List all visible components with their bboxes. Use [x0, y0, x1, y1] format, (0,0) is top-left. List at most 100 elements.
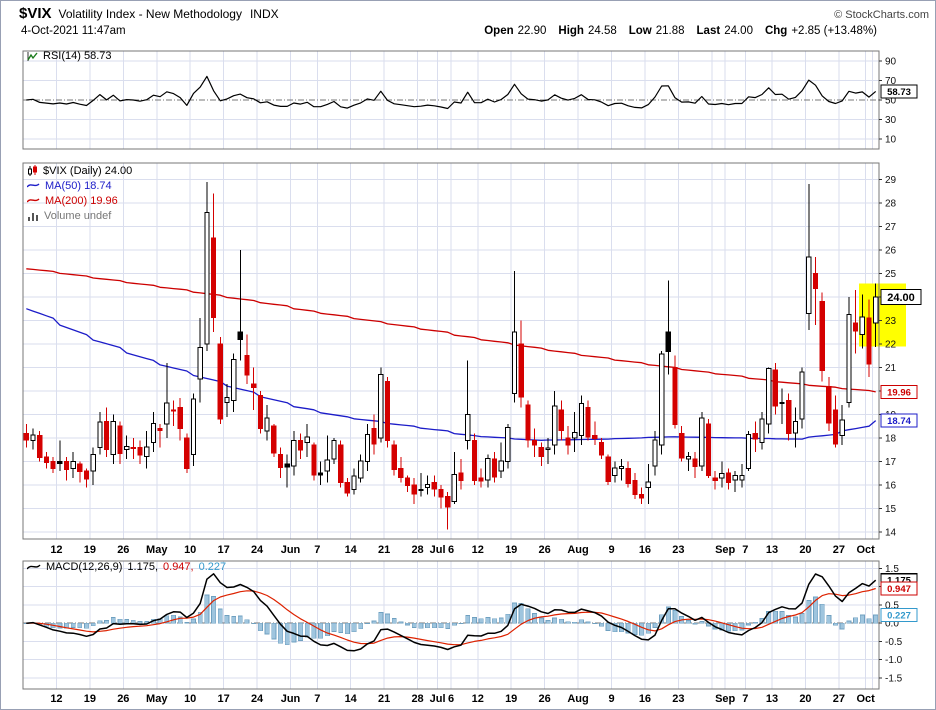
ma50-line-icon — [27, 183, 40, 188]
svg-text:27: 27 — [885, 222, 897, 233]
price-axis: 29282726252423222120191817161514 — [879, 175, 897, 538]
svg-text:1.175: 1.175 — [887, 576, 911, 587]
macd-main-line — [26, 573, 877, 652]
header-title-row: $VIX Volatility Index - New Methodology … — [1, 1, 935, 22]
svg-text:0.947: 0.947 — [887, 584, 911, 595]
svg-text:21: 21 — [378, 544, 390, 556]
svg-text:28: 28 — [411, 693, 423, 705]
svg-text:14: 14 — [345, 693, 358, 705]
svg-text:Jul: Jul — [430, 544, 446, 556]
header-quote-row: 4-Oct-2021 11:47am Open 22.90 High 24.58 L… — [1, 22, 935, 37]
svg-text:19: 19 — [505, 544, 517, 556]
svg-text:24: 24 — [251, 544, 264, 556]
svg-text:16: 16 — [639, 693, 651, 705]
svg-text:-0.5: -0.5 — [885, 637, 903, 648]
svg-text:26: 26 — [117, 693, 129, 705]
svg-text:May: May — [146, 693, 168, 705]
quote-open-value: 22.90 — [517, 25, 547, 37]
svg-text:24: 24 — [251, 693, 264, 705]
svg-text:Aug: Aug — [567, 693, 588, 705]
svg-text:20: 20 — [799, 544, 811, 556]
svg-text:Oct: Oct — [856, 544, 875, 556]
svg-text:14: 14 — [345, 544, 358, 556]
exchange-label: INDX — [249, 7, 279, 21]
svg-text:Sep: Sep — [715, 544, 735, 556]
quote-low-label: Low — [628, 25, 652, 37]
svg-text:30: 30 — [885, 115, 897, 126]
svg-text:21: 21 — [378, 693, 390, 705]
svg-text:21: 21 — [885, 363, 897, 374]
svg-text:Oct: Oct — [856, 693, 875, 705]
svg-text:23: 23 — [885, 316, 897, 327]
svg-text:0.0: 0.0 — [885, 619, 899, 630]
main-legend: $VIX (Daily) 24.00 MA(50) 18.74 MA(200) … — [27, 163, 132, 223]
svg-text:24.00: 24.00 — [887, 292, 915, 304]
svg-text:22: 22 — [885, 339, 897, 350]
svg-text:18.74: 18.74 — [887, 416, 911, 427]
svg-text:19: 19 — [84, 544, 96, 556]
svg-text:90: 90 — [885, 56, 897, 67]
svg-text:7: 7 — [742, 544, 748, 556]
volume-icon — [28, 212, 38, 221]
svg-text:Jun: Jun — [281, 693, 301, 705]
svg-text:14: 14 — [885, 527, 897, 538]
svg-text:10: 10 — [184, 693, 196, 705]
svg-text:17: 17 — [218, 544, 230, 556]
ma200-line — [26, 268, 876, 393]
candlestick-icon — [28, 164, 37, 176]
svg-text:Jul: Jul — [430, 693, 446, 705]
chart-title: Volatility Index - New Methodology — [58, 7, 242, 21]
svg-text:10: 10 — [184, 544, 196, 556]
macd-value-signal: 0.947, — [163, 561, 194, 573]
svg-text:12: 12 — [50, 693, 62, 705]
svg-text:28: 28 — [885, 198, 897, 209]
ticker-symbol: $VIX — [19, 5, 52, 22]
svg-text:6: 6 — [448, 693, 454, 705]
svg-text:17: 17 — [885, 457, 897, 468]
quote-low-value: 21.88 — [655, 25, 685, 37]
svg-text:0.227: 0.227 — [887, 610, 911, 621]
quote-last-label: Last — [696, 25, 721, 37]
quote-high-label: High — [558, 25, 584, 37]
svg-text:6: 6 — [448, 544, 454, 556]
quote-last-value: 24.00 — [724, 25, 753, 37]
main-legend-ma200: MA(200) 19.96 — [45, 194, 118, 207]
svg-text:19.96: 19.96 — [887, 387, 911, 398]
svg-text:28: 28 — [411, 544, 423, 556]
svg-text:23: 23 — [672, 544, 684, 556]
rsi-indicator-icon — [27, 51, 38, 61]
ma200-line-icon — [27, 198, 40, 203]
svg-text:20: 20 — [799, 693, 811, 705]
macd-panel: 1.51.00.50.0-0.5-1.0-1.5 — [22, 560, 903, 690]
macd-line-icon — [27, 564, 41, 570]
svg-text:10: 10 — [885, 135, 897, 146]
chart-datetime: 4-Oct-2021 11:47am — [21, 25, 126, 37]
svg-text:Sep: Sep — [715, 693, 735, 705]
x-axis-labels: 12 12 19 19 26 26 May May 10 10 17 17 24 24 Jun Jun 7 7 14… — [50, 544, 875, 705]
macd-value-line: 1.175, — [127, 561, 159, 573]
svg-text:27: 27 — [833, 544, 845, 556]
svg-text:Jun: Jun — [281, 544, 301, 556]
macd-value-hist: 0.227 — [198, 561, 227, 573]
svg-text:29: 29 — [885, 175, 897, 186]
svg-text:27: 27 — [833, 693, 845, 705]
svg-text:12: 12 — [472, 693, 484, 705]
svg-text:16: 16 — [885, 480, 897, 491]
quote-high-value: 24.58 — [587, 25, 617, 37]
quote-strip: Open 22.90 High 24.58 Low 21.88 Last 24.00 C… — [472, 25, 877, 37]
svg-text:May: May — [146, 544, 168, 556]
main-price-panel: 29282726252423222120191817161514 — [22, 162, 906, 540]
rsi-line — [26, 75, 877, 110]
quote-open-label: Open — [484, 25, 514, 37]
svg-text:0.5: 0.5 — [885, 600, 899, 611]
main-legend-volume: Volume undef — [44, 209, 112, 222]
svg-text:-1.5: -1.5 — [885, 674, 903, 685]
svg-text:23: 23 — [672, 693, 684, 705]
chart-header: $VIX Volatility Index - New Methodology … — [1, 1, 935, 37]
rsi-panel: 90 70 50 30 10 — [22, 50, 897, 150]
svg-text:19: 19 — [505, 693, 517, 705]
main-legend-ma50: MA(50) 18.74 — [45, 179, 112, 192]
svg-text:26: 26 — [539, 544, 551, 556]
